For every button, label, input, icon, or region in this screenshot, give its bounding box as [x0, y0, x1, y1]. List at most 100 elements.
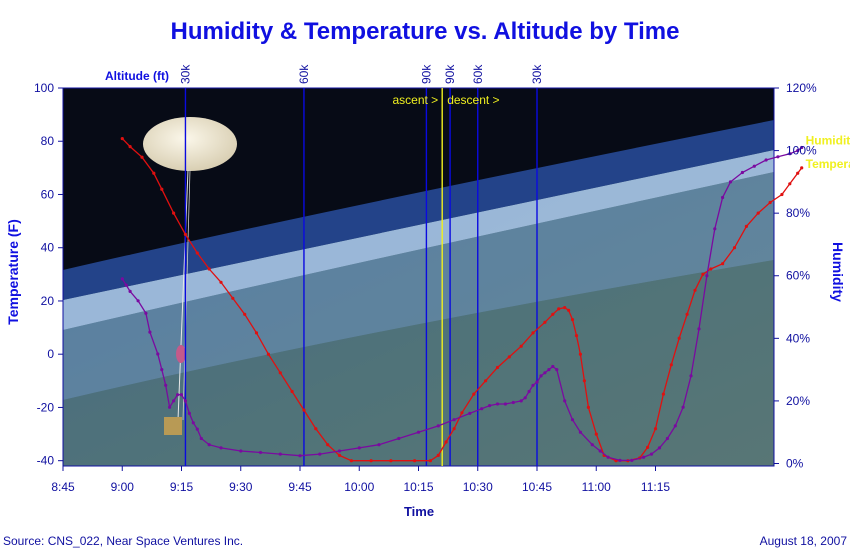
balloon-tether-2 — [182, 169, 191, 421]
temperature-point — [721, 262, 725, 266]
temperature-point — [266, 352, 270, 356]
temperature-point — [543, 320, 547, 324]
y-left-tick-label: -40 — [37, 454, 55, 468]
balloon-tether — [177, 169, 189, 421]
humidity-point — [531, 383, 535, 387]
y-left-tick-label: 100 — [34, 81, 54, 95]
temperature-point — [646, 445, 650, 449]
temperature-series-line — [121, 138, 803, 462]
balloon — [143, 117, 237, 171]
temperature-point — [219, 280, 223, 284]
humidity-point — [551, 364, 555, 369]
humidity-point — [713, 227, 717, 231]
humidity-point — [168, 405, 172, 409]
y-left-tick-label: 60 — [41, 187, 55, 201]
humidity-point — [555, 368, 559, 372]
humidity-point — [800, 145, 804, 150]
y-right-tick-label: 100% — [786, 144, 817, 158]
humidity-point — [495, 402, 500, 406]
humidity-point — [397, 436, 401, 441]
temperature-point — [160, 187, 164, 191]
temperature-point — [800, 166, 804, 170]
humidity-point — [172, 399, 176, 403]
humidity-point — [527, 389, 531, 394]
humidity-point — [705, 274, 709, 278]
humidity-point — [511, 400, 515, 405]
humidity-point — [563, 399, 567, 403]
temperature-point — [195, 251, 199, 255]
temperature-point — [567, 308, 571, 312]
y-right-tick-label: 120% — [786, 81, 817, 95]
humidity-point — [535, 380, 539, 384]
temperature-point — [254, 331, 259, 335]
humidity-point — [618, 458, 622, 462]
temperature-point — [369, 459, 373, 463]
temperature-point — [661, 392, 666, 396]
altitude-marker-label: 90k — [419, 64, 433, 84]
humidity-point — [124, 283, 128, 287]
temperature-point — [507, 355, 511, 359]
y-left-tick-label: 20 — [41, 294, 55, 308]
earth-upper-atmosphere — [63, 120, 774, 300]
humidity-point — [436, 424, 440, 428]
x-tick-label: 9:30 — [229, 480, 253, 494]
temperature-point — [685, 312, 689, 316]
y-right-tick-label: 40% — [786, 331, 810, 345]
source-note: Source: CNS_022, Near Space Ventures Inc… — [3, 534, 243, 548]
humidity-point — [503, 402, 507, 406]
chart-title: Humidity & Temperature vs. Altitude by T… — [171, 18, 680, 45]
humidity-point — [144, 311, 148, 315]
temperature-point — [780, 192, 784, 197]
altitude-marker-label: 60k — [471, 64, 485, 84]
humidity-point — [598, 449, 602, 453]
temperature-point — [484, 379, 488, 383]
humidity-point — [278, 452, 282, 456]
x-tick-label: 10:45 — [522, 480, 552, 494]
humidity-point — [488, 404, 492, 408]
humidity-point — [642, 455, 646, 459]
humidity-point — [179, 393, 184, 397]
temperature-point — [495, 365, 500, 370]
y-right-tick-label: 20% — [786, 394, 810, 408]
temperature-point — [551, 312, 555, 316]
x-tick-label: 11:00 — [582, 480, 611, 494]
y-right-axis-label: Humidity — [830, 242, 846, 302]
temperature-point — [183, 232, 187, 236]
humidity-point — [649, 452, 654, 456]
temperature-point — [472, 392, 476, 396]
humidity-point — [176, 393, 180, 397]
temperature-point — [557, 307, 561, 311]
temperature-point — [314, 427, 318, 431]
humidity-point — [673, 424, 677, 428]
temperature-point — [278, 371, 282, 375]
humidity-point — [452, 418, 456, 422]
humidity-point — [219, 446, 223, 450]
temperature-point — [570, 318, 575, 322]
y-left-tick-label: 40 — [41, 241, 55, 255]
humidity-point — [681, 405, 685, 409]
y-right-tick-label: 60% — [786, 269, 810, 283]
altitude-markers: 30k 60k 90k 90k 60k 30k ascent > descent > — [178, 64, 544, 466]
humidity-point — [523, 396, 527, 400]
humidity-point — [357, 446, 361, 450]
humidity-point — [570, 418, 575, 422]
y-left-tick-label: 80 — [41, 134, 55, 148]
humidity-point — [590, 443, 594, 447]
altitude-marker-label: 30k — [178, 64, 192, 84]
temperature-point — [669, 363, 673, 367]
background-photo — [63, 88, 774, 466]
temperature-point — [349, 459, 353, 463]
humidity-point — [630, 458, 634, 462]
temperature-point — [231, 296, 235, 300]
temperature-series-label: Temperature — [806, 157, 850, 171]
humidity-point — [776, 155, 780, 159]
altitude-marker-label: 30k — [530, 64, 544, 84]
temperature-point — [709, 267, 713, 271]
descent-label: descent > — [447, 93, 499, 107]
humidity-point — [337, 449, 342, 453]
series-layer: Temperature Humidity — [120, 133, 850, 463]
humidity-point — [318, 452, 322, 456]
temperature-point — [693, 288, 697, 292]
y-right-tick-label: 80% — [786, 206, 810, 220]
humidity-point — [728, 180, 733, 184]
